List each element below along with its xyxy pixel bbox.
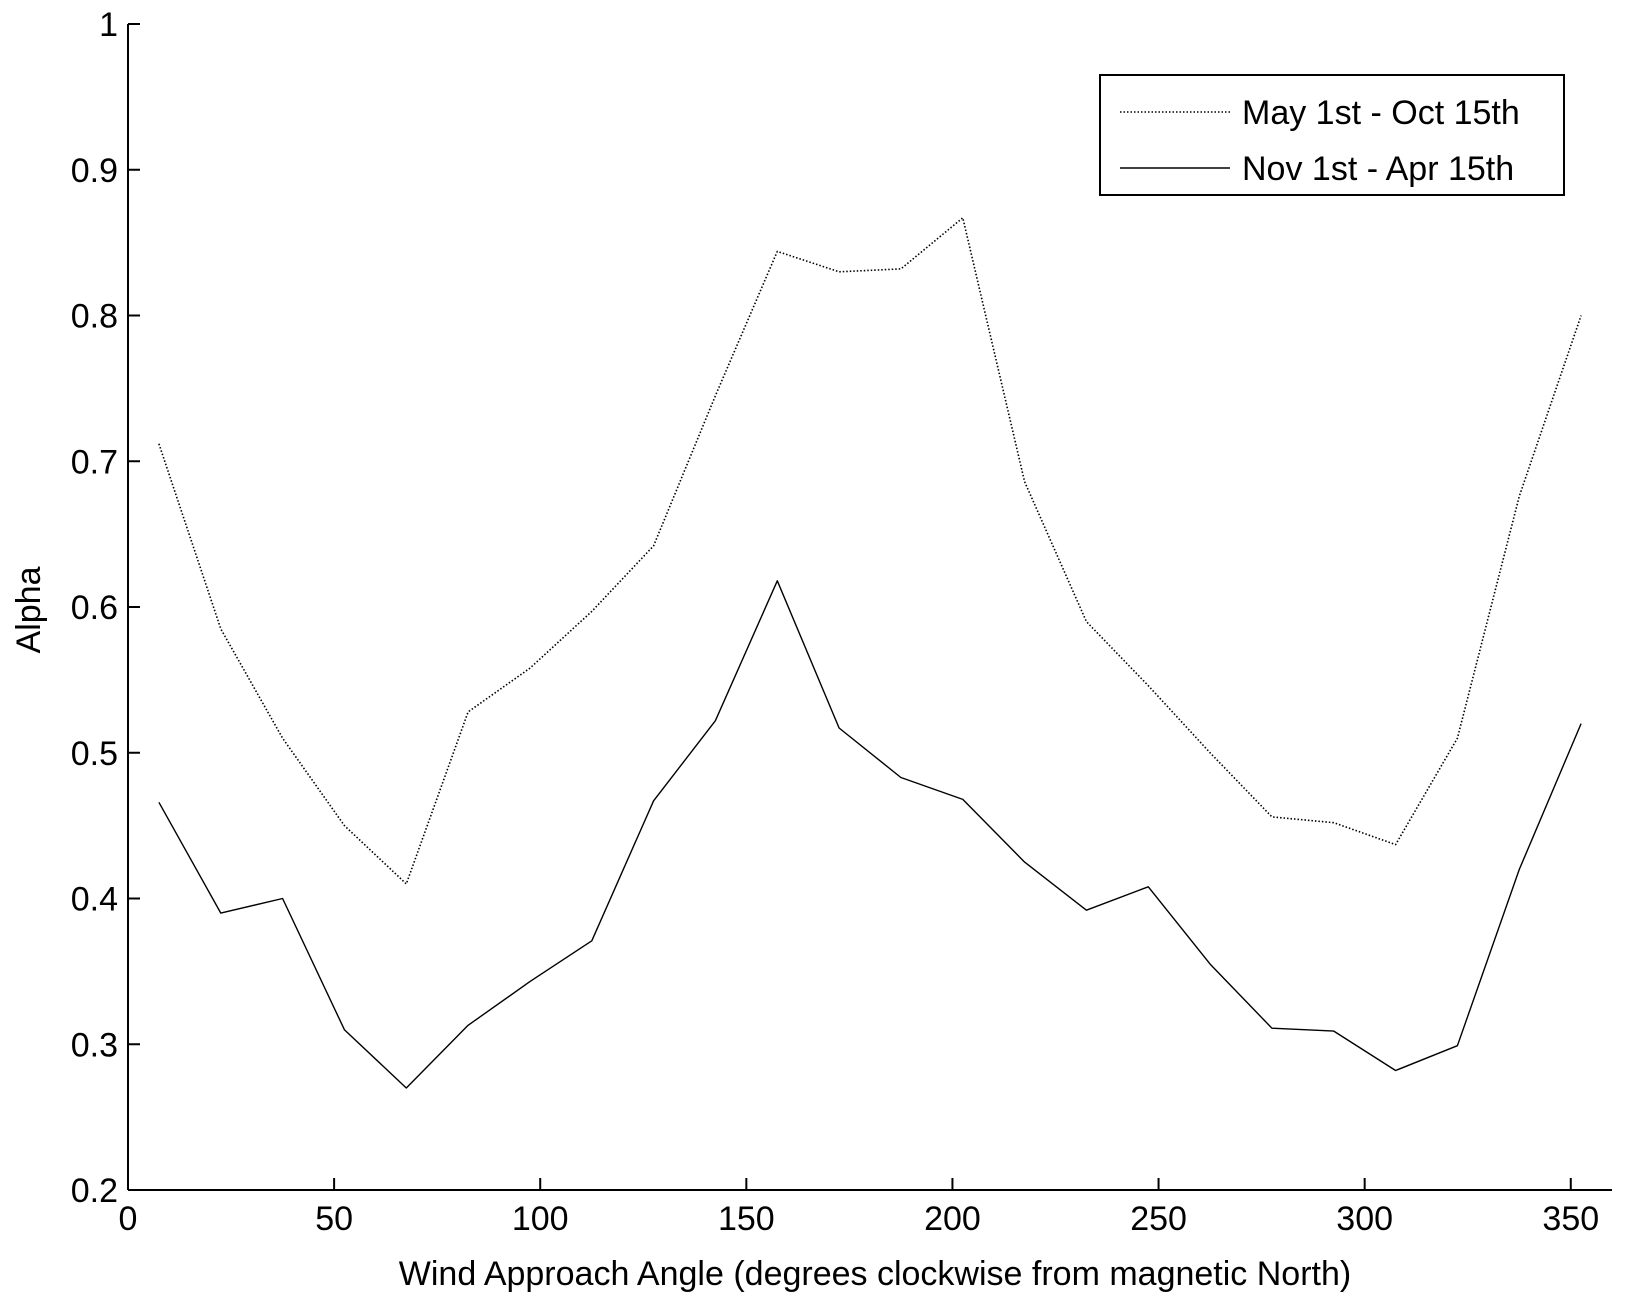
y-tick-label: 0.2 — [71, 1172, 118, 1210]
x-tick-label: 250 — [1130, 1200, 1187, 1238]
x-tick-label: 350 — [1542, 1200, 1599, 1238]
y-tick-label: 0.8 — [71, 298, 118, 336]
legend-box — [1099, 74, 1565, 196]
x-axis-label: Wind Approach Angle (degrees clockwise f… — [399, 1255, 1351, 1293]
y-tick-label: 0.4 — [71, 881, 118, 919]
axes: 0.2 0.3 0.4 0.5 0.6 0.7 0.8 0.9 1 0 50 100 150 200 250… — [71, 6, 1612, 1238]
x-tick-label: 200 — [924, 1200, 981, 1238]
y-axis-label: Alpha — [10, 566, 48, 653]
x-tick-label: 300 — [1336, 1200, 1393, 1238]
y-tick-label: 0.5 — [71, 735, 118, 773]
x-tick-label: 150 — [718, 1200, 775, 1238]
series-layer — [158, 217, 1582, 1089]
y-tick-label: 0.7 — [71, 443, 118, 481]
x-tick-label: 0 — [119, 1200, 138, 1238]
legend: May 1st - Oct 15th Nov 1st - Apr 15th — [1099, 74, 1565, 196]
series-line-2 — [158, 580, 1582, 1089]
x-tick-label: 50 — [315, 1200, 353, 1238]
y-tick-label: 1 — [99, 6, 118, 44]
y-tick-label: 0.3 — [71, 1026, 118, 1064]
y-tick-label: 0.6 — [71, 589, 118, 627]
legend-label-1: May 1st - Oct 15th — [1242, 94, 1520, 132]
x-tick-label: 100 — [512, 1200, 569, 1238]
y-tick-label: 0.9 — [71, 152, 118, 190]
legend-label-2: Nov 1st - Apr 15th — [1242, 150, 1514, 188]
